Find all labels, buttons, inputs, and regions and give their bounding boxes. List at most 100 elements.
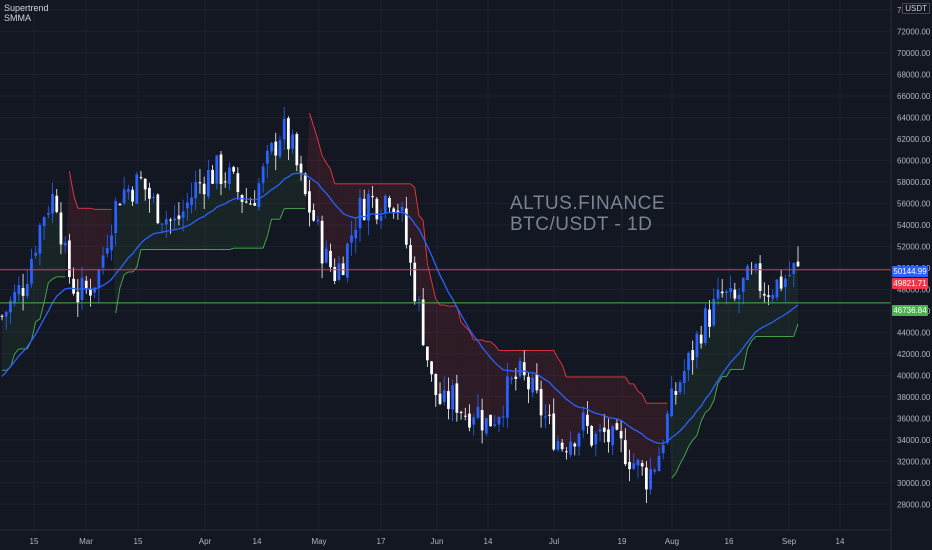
candle-body — [463, 415, 467, 417]
candle-body — [590, 426, 593, 446]
candle-body — [678, 382, 682, 393]
supertrend-band — [637, 391, 643, 465]
candle-body — [775, 279, 779, 298]
supertrend-band — [440, 304, 445, 399]
supertrend-segment — [705, 408, 710, 413]
candle-body — [607, 429, 610, 443]
supertrend-segment — [418, 215, 424, 221]
candle-body — [114, 200, 118, 234]
candle-body — [383, 195, 387, 214]
candle-body — [215, 155, 219, 184]
candle-body — [126, 188, 130, 193]
price-tick-label: 36000.00 — [897, 414, 931, 423]
supertrend-band — [717, 292, 723, 384]
time-tick-label: 19 — [618, 537, 627, 546]
candle-body — [316, 219, 320, 222]
candle-body — [38, 225, 42, 254]
candle-body — [695, 333, 699, 358]
candle-body — [746, 266, 749, 280]
supertrend-band — [452, 306, 457, 399]
supertrend-segment — [435, 299, 441, 306]
supertrend-band — [680, 377, 685, 464]
supertrend-band — [35, 239, 40, 322]
candle-body — [636, 459, 640, 466]
candle-body — [484, 418, 488, 434]
candle-body — [468, 413, 471, 428]
supertrend-band — [317, 140, 323, 243]
supertrend-segment — [557, 357, 563, 365]
supertrend-segment — [671, 473, 677, 479]
supertrend-band — [583, 376, 588, 422]
candle-body — [4, 311, 8, 317]
candle-body — [156, 194, 160, 224]
supertrend-segment — [48, 278, 53, 284]
supertrend-band — [204, 183, 209, 250]
time-axis: 15 Mar 15 Apr 14 May 17 Jun 14 Jul 19 Aug 16 Sep 14 — [30, 537, 845, 546]
candle-body — [257, 183, 261, 208]
candle-body — [270, 143, 273, 152]
supertrend-band — [726, 290, 731, 377]
candle-body — [506, 376, 509, 418]
time-tick-label: 15 — [30, 537, 39, 546]
candle-body — [615, 423, 619, 430]
supertrend-band — [444, 304, 449, 401]
candle-body — [135, 174, 139, 204]
candle-body — [417, 299, 421, 301]
candle-body — [0, 315, 4, 317]
indicator-label-supertrend[interactable]: Supertrend — [4, 3, 49, 13]
price-tick-label: 30000.00 — [897, 479, 931, 488]
candle-body — [388, 197, 391, 208]
supertrend-band — [221, 169, 226, 250]
supertrend-band — [772, 288, 777, 337]
supertrend-band — [178, 214, 184, 250]
candle-body — [754, 264, 758, 269]
candle-body — [762, 293, 766, 296]
supertrend-segment — [321, 155, 327, 164]
supertrend-band — [768, 296, 773, 337]
supertrend-band — [10, 297, 15, 368]
candle-body — [699, 334, 703, 344]
last-price-tag: 50144.99 — [892, 266, 928, 277]
candle-body — [177, 215, 181, 220]
supertrend-fill — [2, 113, 798, 480]
supertrend-band — [86, 208, 91, 293]
supertrend-band — [574, 376, 579, 446]
supertrend-band — [675, 387, 681, 474]
candle-body — [375, 198, 379, 220]
supertrend-band — [119, 196, 125, 288]
supertrend-band — [743, 273, 748, 370]
candle-body — [434, 373, 438, 396]
candle-body — [645, 467, 648, 490]
supertrend-band — [250, 204, 255, 249]
candle-body — [55, 195, 59, 212]
candle-body — [404, 208, 408, 245]
candle-body — [354, 229, 358, 239]
supertrend-band — [557, 358, 563, 446]
supertrend-segment — [751, 336, 757, 342]
indicator-label-smma[interactable]: SMMA — [4, 13, 31, 23]
supertrend-band — [229, 169, 234, 250]
time-tick-label: Jun — [431, 537, 444, 546]
candle-body — [341, 263, 345, 276]
supertrend-band — [44, 213, 49, 303]
candle-body — [430, 361, 433, 375]
supertrend-band — [330, 169, 335, 274]
candle-body — [320, 220, 324, 264]
candle-body — [543, 416, 547, 418]
supertrend-band — [591, 376, 596, 440]
supertrend-band — [418, 215, 424, 323]
candle-body — [101, 255, 105, 268]
watermark-line2: BTC/USDT - 1D — [510, 214, 653, 235]
supertrend-band — [225, 175, 230, 250]
time-tick-label: 14 — [253, 537, 262, 546]
candle-body — [110, 235, 113, 251]
candle-body — [400, 206, 404, 211]
supertrend-band — [448, 306, 453, 401]
currency-badge[interactable]: USDT — [902, 3, 930, 14]
candle-body — [577, 433, 581, 447]
supertrend-segment — [688, 439, 694, 447]
supertrend-segment — [410, 183, 416, 188]
candle-body — [472, 417, 476, 425]
supertrend-band — [528, 350, 533, 386]
